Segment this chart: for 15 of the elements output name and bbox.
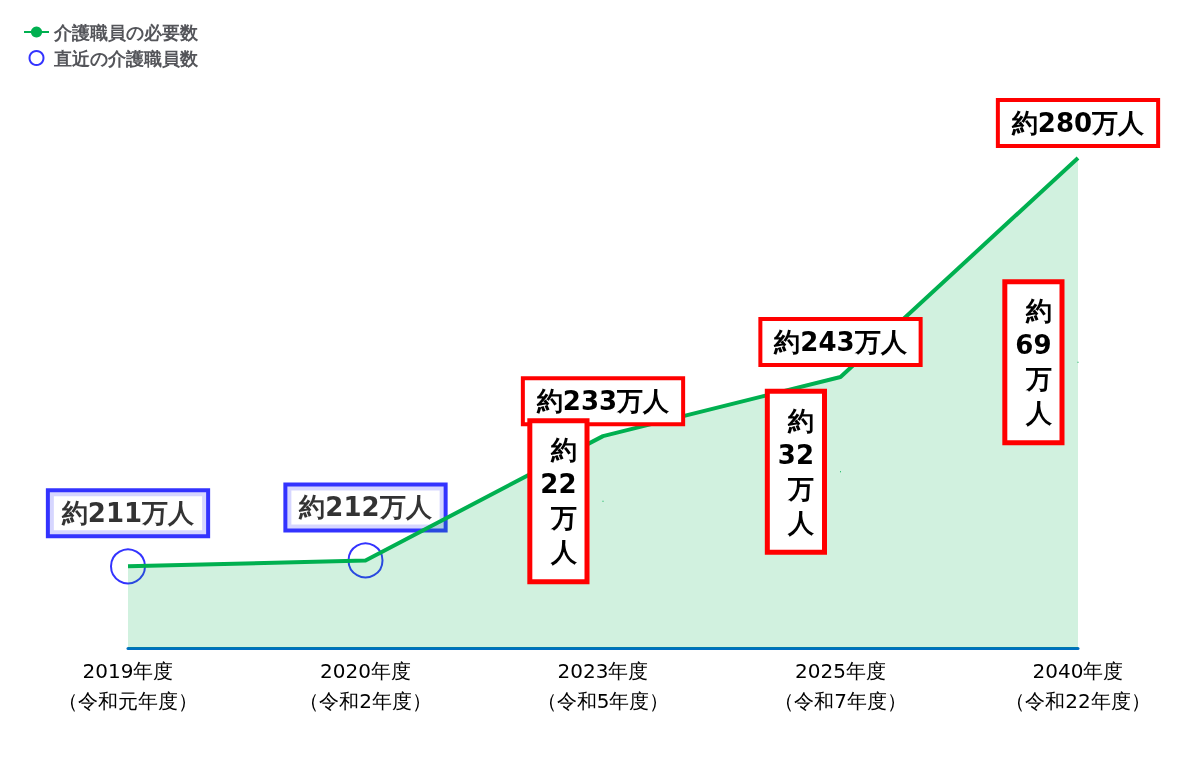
legend-label: 介護職員の必要数 [53,21,199,43]
annotation: 約22万人 [540,435,578,568]
x-tick-label: 2020年度（令和2年度） [299,659,432,713]
data-label: 約211万人 [60,498,196,529]
x-tick-label: 2019年度（令和元年度） [58,659,198,713]
data-label: 約212万人 [298,492,433,523]
data-label: 約233万人 [535,386,671,417]
x-tick-label: 2025年度（令和7年度） [774,659,907,713]
legend-label: 直近の介護職員数 [53,47,199,69]
data-label: 約243万人 [773,326,908,357]
data-label: 約280万人 [1010,108,1146,138]
annotation: 約32万人 [777,405,815,538]
x-tick-label: 2023年度（令和5年度） [536,659,670,713]
x-tick-label: 2040年度（令和22年度） [1005,659,1151,713]
annotation: 約69万人 [1015,296,1053,429]
